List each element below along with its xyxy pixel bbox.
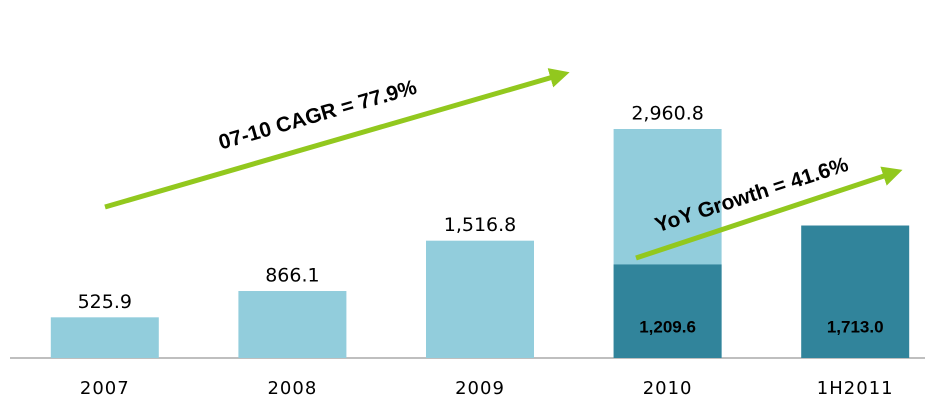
x-tick-label: 2007 <box>80 378 130 399</box>
arrow <box>635 166 903 261</box>
value-label: 1,713.0 <box>827 317 884 336</box>
x-tick-label: 2009 <box>455 378 505 399</box>
value-label: 1,516.8 <box>444 214 517 236</box>
value-label: 866.1 <box>265 265 319 287</box>
bar <box>50 317 159 358</box>
bar <box>801 225 910 358</box>
bar <box>238 291 347 358</box>
value-label: 2,960.8 <box>631 103 704 125</box>
x-tick-label: 2008 <box>267 378 317 399</box>
x-tick-label: 2010 <box>643 378 693 399</box>
bar <box>426 240 534 358</box>
bar <box>613 264 722 358</box>
annotation: 07-10 CAGR = 77.9% <box>216 76 420 155</box>
value-label: 525.9 <box>78 291 132 313</box>
arrow <box>104 68 570 210</box>
value-label: 1,209.6 <box>639 317 696 336</box>
x-tick-label: 1H2011 <box>817 378 894 399</box>
